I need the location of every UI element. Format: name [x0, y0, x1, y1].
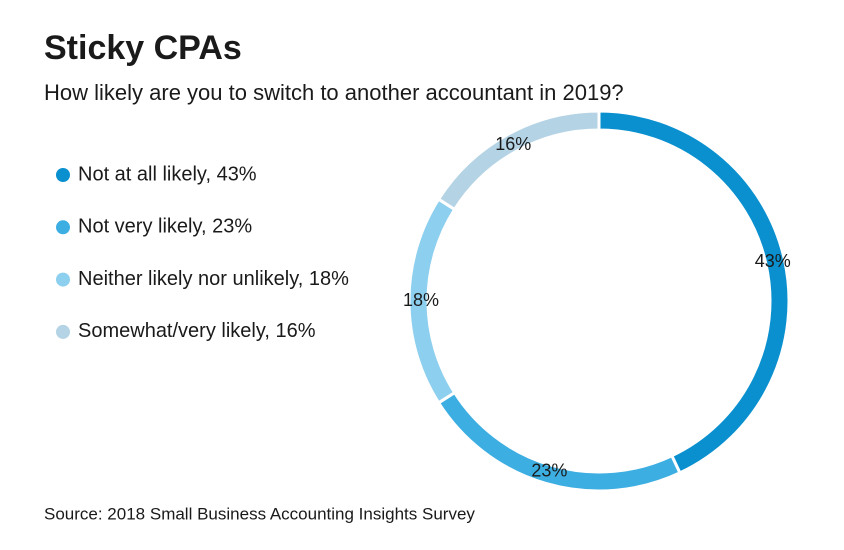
value-label: 18%: [403, 290, 439, 310]
legend-label: Not at all likely, 43%: [78, 163, 257, 185]
donut-segment: [597, 109, 791, 475]
legend-marker: [56, 168, 70, 182]
legend-marker: [56, 324, 70, 339]
legend-label: Not very likely, 23%: [78, 216, 252, 238]
chart-title: Sticky CPAs: [44, 29, 242, 67]
legend-label: Somewhat/very likely, 16%: [78, 320, 316, 342]
value-label: 23%: [531, 461, 567, 481]
chart-subtitle: How likely are you to switch to another …: [44, 80, 624, 105]
source-note: Source: 2018 Small Business Accounting I…: [44, 504, 475, 523]
legend-marker: [56, 220, 70, 235]
donut-segment: [436, 109, 601, 212]
legend-label: Neither likely nor unlikely, 18%: [78, 268, 349, 290]
legend-marker: [56, 272, 70, 287]
value-label: 16%: [495, 134, 531, 154]
value-label: 43%: [755, 251, 791, 271]
